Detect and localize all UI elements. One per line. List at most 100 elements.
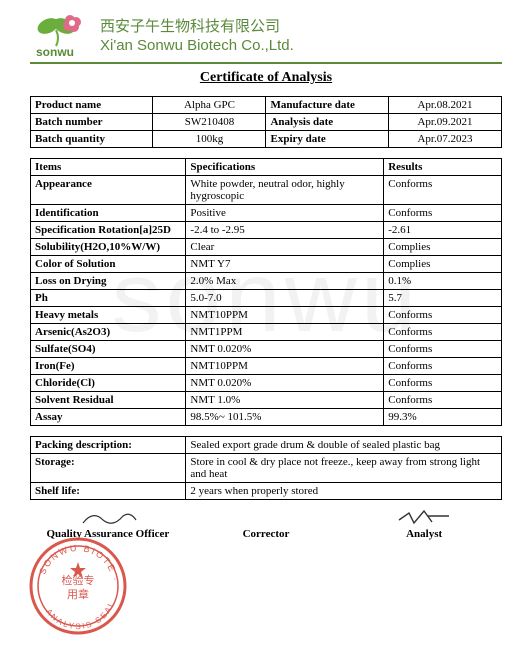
header-rule	[30, 62, 502, 64]
info-cell: Apr.07.2023	[388, 131, 501, 148]
spec-cell: NMT10PPM	[186, 307, 384, 324]
info-cell: Analysis date	[266, 114, 388, 131]
spec-cell: Loss on Drying	[31, 273, 186, 290]
company-name-en: Xi'an Sonwu Biotech Co.,Ltd.	[100, 36, 294, 56]
signature-qa-label: Quality Assurance Officer	[46, 528, 169, 540]
spec-row: Ph5.0-7.05.7	[31, 290, 502, 307]
packing-cell: Packing description:	[31, 437, 186, 454]
product-info-table: Product nameAlpha GPCManufacture dateApr…	[30, 96, 502, 148]
spec-cell: Solubility(H2O,10%W/W)	[31, 239, 186, 256]
spec-cell: Conforms	[384, 176, 502, 205]
spec-cell: Ph	[31, 290, 186, 307]
spec-cell: Assay	[31, 409, 186, 426]
spec-cell: NMT1PPM	[186, 324, 384, 341]
spec-row: Solubility(H2O,10%W/W)ClearComplies	[31, 239, 502, 256]
qa-signature-icon	[78, 508, 138, 528]
signature-analyst-label: Analyst	[406, 528, 442, 540]
signature-corrector-label: Corrector	[243, 528, 290, 540]
packing-row: Shelf life:2 years when properly stored	[31, 483, 502, 500]
packing-cell: Storage:	[31, 454, 186, 483]
svg-text:检验专: 检验专	[62, 573, 95, 587]
spec-header-cell: Results	[384, 159, 502, 176]
spec-cell: Sulfate(SO4)	[31, 341, 186, 358]
info-cell: SW210408	[153, 114, 266, 131]
spec-row: Assay98.5%~ 101.5%99.3%	[31, 409, 502, 426]
spec-cell: 2.0% Max	[186, 273, 384, 290]
spec-row: Solvent ResidualNMT 1.0%Conforms	[31, 392, 502, 409]
info-row: Batch quantity100kgExpiry dateApr.07.202…	[31, 131, 502, 148]
spec-row: Sulfate(SO4)NMT 0.020%Conforms	[31, 341, 502, 358]
spec-cell: 99.3%	[384, 409, 502, 426]
packing-row: Storage:Store in cool & dry place not fr…	[31, 454, 502, 483]
spec-cell: Complies	[384, 256, 502, 273]
packing-cell: Sealed export grade drum & double of sea…	[186, 437, 502, 454]
svg-text:ANALYSIS SEAL: ANALYSIS SEAL	[44, 599, 116, 631]
spec-cell: Arsenic(As2O3)	[31, 324, 186, 341]
company-name-cn: 西安子午生物科技有限公司	[100, 17, 294, 37]
spec-cell: -2.4 to -2.95	[186, 222, 384, 239]
spec-cell: 0.1%	[384, 273, 502, 290]
spec-cell: Conforms	[384, 324, 502, 341]
spec-cell: -2.61	[384, 222, 502, 239]
spec-cell: Clear	[186, 239, 384, 256]
spec-cell: Conforms	[384, 375, 502, 392]
spec-header-row: ItemsSpecificationsResults	[31, 159, 502, 176]
spec-cell: White powder, neutral odor, highly hygro…	[186, 176, 384, 205]
info-cell: Product name	[31, 97, 153, 114]
spec-cell: Conforms	[384, 358, 502, 375]
analyst-signature-icon	[394, 508, 454, 528]
info-row: Product nameAlpha GPCManufacture dateApr…	[31, 97, 502, 114]
spec-row: Chloride(Cl)NMT 0.020%Conforms	[31, 375, 502, 392]
spec-cell: NMT 1.0%	[186, 392, 384, 409]
info-cell: Batch number	[31, 114, 153, 131]
spec-row: Heavy metalsNMT10PPMConforms	[31, 307, 502, 324]
info-row: Batch numberSW210408Analysis dateApr.09.…	[31, 114, 502, 131]
spec-cell: Appearance	[31, 176, 186, 205]
info-cell: Manufacture date	[266, 97, 388, 114]
spec-header-cell: Specifications	[186, 159, 384, 176]
spec-row: Iron(Fe)NMT10PPMConforms	[31, 358, 502, 375]
spec-cell: Conforms	[384, 341, 502, 358]
info-cell: Alpha GPC	[153, 97, 266, 114]
svg-text:sonwu: sonwu	[36, 45, 74, 59]
spec-row: AppearanceWhite powder, neutral odor, hi…	[31, 176, 502, 205]
spec-header-cell: Items	[31, 159, 186, 176]
spec-row: Specification Rotation[a]25D-2.4 to -2.9…	[31, 222, 502, 239]
spec-cell: Iron(Fe)	[31, 358, 186, 375]
spec-cell: Complies	[384, 239, 502, 256]
signature-corrector: Corrector	[188, 528, 344, 540]
letterhead: sonwu 西安子午生物科技有限公司 Xi'an Sonwu Biotech C…	[30, 12, 502, 60]
spec-cell: Solvent Residual	[31, 392, 186, 409]
spec-row: Arsenic(As2O3)NMT1PPMConforms	[31, 324, 502, 341]
packing-cell: Store in cool & dry place not freeze., k…	[186, 454, 502, 483]
spec-cell: Color of Solution	[31, 256, 186, 273]
spec-cell: Conforms	[384, 392, 502, 409]
spec-row: IdentificationPositiveConforms	[31, 205, 502, 222]
spec-row: Color of SolutionNMT Y7Complies	[31, 256, 502, 273]
packing-cell: Shelf life:	[31, 483, 186, 500]
spec-row: Loss on Drying2.0% Max0.1%	[31, 273, 502, 290]
spec-cell: 5.7	[384, 290, 502, 307]
spec-cell: Specification Rotation[a]25D	[31, 222, 186, 239]
spec-cell: Conforms	[384, 205, 502, 222]
spec-cell: Identification	[31, 205, 186, 222]
spec-cell: Positive	[186, 205, 384, 222]
spec-cell: NMT 0.020%	[186, 341, 384, 358]
signature-qa: Quality Assurance Officer	[30, 528, 186, 540]
svg-text:用章: 用章	[67, 587, 89, 601]
signature-row: Quality Assurance Officer Corrector Anal…	[30, 528, 502, 540]
spec-cell: NMT 0.020%	[186, 375, 384, 392]
spec-cell: NMT10PPM	[186, 358, 384, 375]
company-name-block: 西安子午生物科技有限公司 Xi'an Sonwu Biotech Co.,Ltd…	[100, 17, 294, 56]
company-logo: sonwu	[30, 12, 90, 60]
spec-cell: 98.5%~ 101.5%	[186, 409, 384, 426]
packing-table: Packing description:Sealed export grade …	[30, 436, 502, 500]
coa-page: sonwu 西安子午生物科技有限公司 Xi'an Sonwu Biotech C…	[0, 0, 532, 560]
info-cell: Expiry date	[266, 131, 388, 148]
info-cell: Batch quantity	[31, 131, 153, 148]
packing-cell: 2 years when properly stored	[186, 483, 502, 500]
spec-cell: Chloride(Cl)	[31, 375, 186, 392]
spec-cell: Conforms	[384, 307, 502, 324]
info-cell: Apr.08.2021	[388, 97, 501, 114]
packing-row: Packing description:Sealed export grade …	[31, 437, 502, 454]
